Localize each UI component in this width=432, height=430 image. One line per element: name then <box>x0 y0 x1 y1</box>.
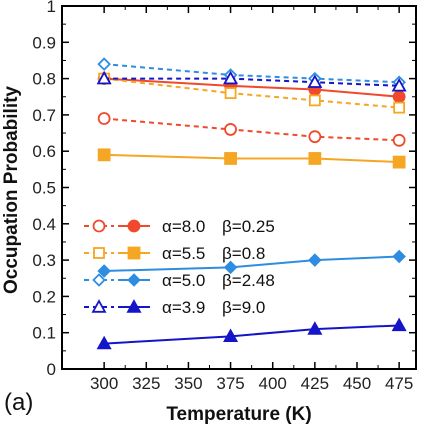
x-tick-label: 425 <box>301 374 329 393</box>
panel-label: (a) <box>4 389 33 416</box>
plot-frame <box>61 5 417 370</box>
data-point-open <box>223 70 239 85</box>
data-point-open <box>307 74 323 88</box>
legend-marker-filled <box>126 299 142 313</box>
data-point-filled <box>308 152 322 165</box>
series-line-filled <box>104 255 400 272</box>
y-tick-label: 0.7 <box>32 106 56 125</box>
x-axis-title: Temperature (K) <box>166 404 311 425</box>
legend: α=8.0 β=0.25 α=5.5 β=0.8 α=5.0 β=2.48 α=3.9 β=9… <box>84 217 275 317</box>
y-tick-label: 0.3 <box>32 251 56 270</box>
data-point-open <box>308 130 322 144</box>
y-tick-label: 0.4 <box>32 215 56 234</box>
x-tick-label: 375 <box>216 374 244 393</box>
data-point-filled <box>391 317 407 332</box>
series-line-filled <box>104 77 400 98</box>
tick-layer: 0 0.1 0.2 0.3 0.4 0.5 0.6 0.7 0.8 0.9 1 300 325 350 37… <box>32 0 416 393</box>
x-tick-label: 325 <box>132 374 160 393</box>
legend-marker-open <box>91 299 107 313</box>
data-point-filled <box>96 335 112 350</box>
data-point-filled <box>224 152 237 165</box>
data-point-open <box>393 101 406 114</box>
legend-marker-open <box>93 247 105 259</box>
data-point-open <box>308 94 321 107</box>
data-point-filled <box>97 148 111 162</box>
series-line-open <box>104 117 400 142</box>
data-point-filled <box>392 90 406 104</box>
series-line-filled <box>104 153 400 164</box>
y-tick-label: 0.6 <box>32 142 56 161</box>
legend-marker-filled <box>127 246 141 260</box>
data-point-filled <box>223 328 239 343</box>
series-line-filled <box>104 324 400 345</box>
data-point-open <box>224 123 237 136</box>
legend-marker-filled <box>127 219 141 233</box>
data-point-filled <box>223 260 238 275</box>
series-line-open <box>104 77 400 109</box>
x-tick-label: 400 <box>259 374 287 393</box>
data-point-open <box>224 87 237 100</box>
legend-alpha-label: α=8.0 <box>162 217 205 236</box>
data-point-open <box>391 78 407 92</box>
y-tick-label: 0.5 <box>32 179 56 198</box>
legend-alpha-label: α=5.0 <box>162 271 205 290</box>
x-tick-label: 475 <box>385 374 413 393</box>
data-point-open <box>97 112 111 125</box>
legend-beta-label: β=2.48 <box>222 271 275 290</box>
y-tick-label: 0.2 <box>32 287 56 306</box>
data-point-open <box>392 133 406 147</box>
legend-marker-filled <box>127 273 141 287</box>
legend-alpha-label: α=5.5 <box>162 244 205 263</box>
series-line-open <box>104 63 400 84</box>
series-layer <box>96 57 407 350</box>
x-tick-label: 300 <box>90 374 118 393</box>
data-point-open <box>96 70 112 85</box>
data-point-filled <box>392 155 406 169</box>
y-tick-label: 1 <box>47 0 56 16</box>
y-tick-label: 0.9 <box>32 33 56 52</box>
legend-marker-open <box>92 219 106 233</box>
legend-beta-label: β=0.25 <box>222 217 275 236</box>
y-axis-title: Occupation Probability <box>1 86 22 294</box>
x-tick-label: 450 <box>343 374 371 393</box>
data-point-filled <box>97 264 111 278</box>
data-point-open <box>97 57 111 71</box>
data-point-filled <box>307 321 323 335</box>
x-tick-label: 350 <box>174 374 202 393</box>
y-tick-label: 0 <box>47 360 56 379</box>
y-tick-label: 0.1 <box>32 324 56 343</box>
legend-marker-open <box>92 273 106 287</box>
data-point-filled <box>392 249 406 264</box>
series-line-open <box>104 77 400 87</box>
legend-beta-label: β=0.8 <box>222 244 265 263</box>
legend-beta-label: β=9.0 <box>222 298 265 317</box>
legend-alpha-label: α=3.9 <box>162 298 205 317</box>
y-tick-label: 0.8 <box>32 70 56 89</box>
data-point-filled <box>308 253 322 267</box>
